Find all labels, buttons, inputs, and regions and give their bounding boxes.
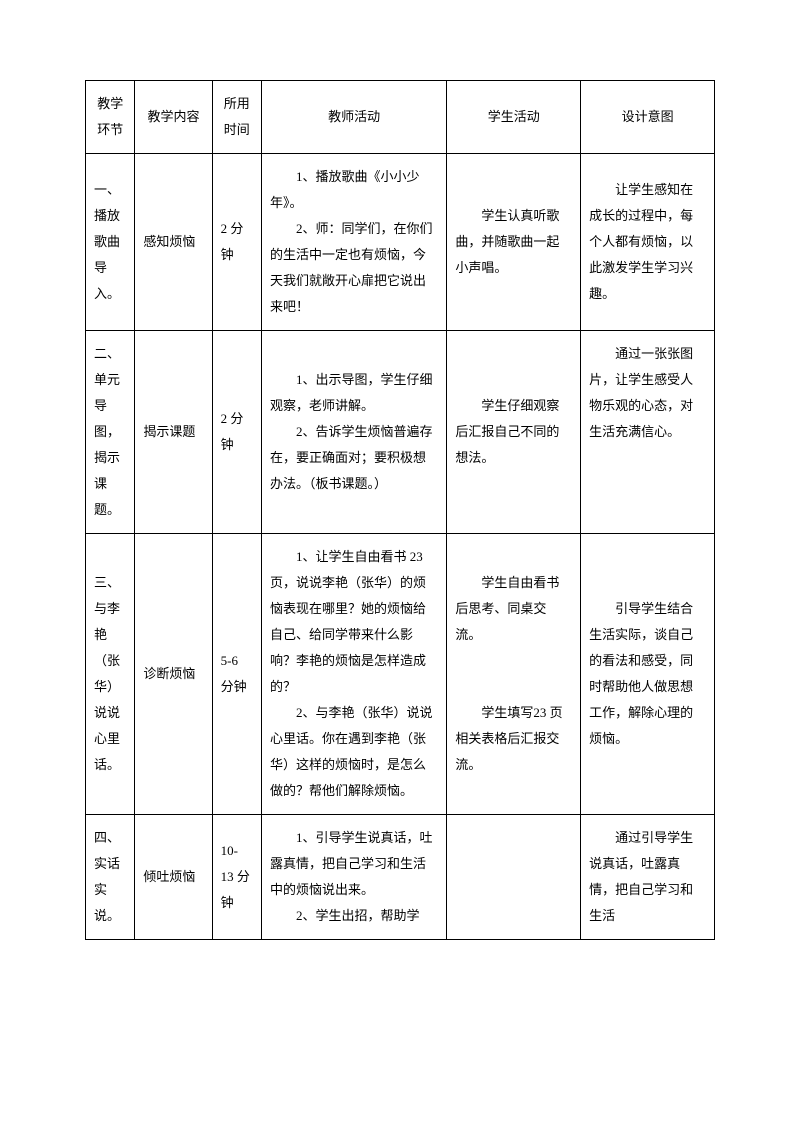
cell-stage: 二、 单元 导图， 揭示 课题。 bbox=[86, 331, 135, 534]
cell-stage: 四、 实话 实说。 bbox=[86, 815, 135, 940]
table-header-row: 教学 环节 教学内容 所用 时间 教师活动 学生活动 设计意图 bbox=[86, 81, 715, 154]
cell-content: 诊断烦恼 bbox=[135, 534, 212, 815]
cell-time: 10- 13 分 钟 bbox=[212, 815, 261, 940]
lesson-plan-table: 教学 环节 教学内容 所用 时间 教师活动 学生活动 设计意图 一、 播放 歌曲… bbox=[85, 80, 715, 940]
cell-content: 揭示课题 bbox=[135, 331, 212, 534]
table-row: 三、 与李 艳 （张 华） 说说 心里 话。 诊断烦恼 5-6 分钟 1、让学生… bbox=[86, 534, 715, 815]
cell-time: 5-6 分钟 bbox=[212, 534, 261, 815]
cell-content: 倾吐烦恼 bbox=[135, 815, 212, 940]
cell-teacher: 1、出示导图，学生仔细观察，老师讲解。 2、告诉学生烦恼普遍存在，要正确面对；要… bbox=[262, 331, 447, 534]
cell-purpose: 通过引导学生说真话，吐露真情，把自己学习和生活 bbox=[581, 815, 715, 940]
cell-student bbox=[447, 815, 581, 940]
header-student: 学生活动 bbox=[447, 81, 581, 154]
cell-teacher: 1、让学生自由看书 23页，说说李艳（张华）的烦恼表现在哪里？她的烦恼给自己、给… bbox=[262, 534, 447, 815]
cell-teacher: 1、播放歌曲《小小少年》。 2、师：同学们，在你们的生活中一定也有烦恼，今天我们… bbox=[262, 154, 447, 331]
cell-purpose: 引导学生结合生活实际，谈自己的看法和感受，同时帮助他人做思想工作，解除心理的烦恼… bbox=[581, 534, 715, 815]
header-time: 所用 时间 bbox=[212, 81, 261, 154]
table-row: 二、 单元 导图， 揭示 课题。 揭示课题 2 分 钟 1、出示导图，学生仔细观… bbox=[86, 331, 715, 534]
cell-stage: 一、 播放 歌曲 导入。 bbox=[86, 154, 135, 331]
cell-student: 学生仔细观察后汇报自己不同的想法。 bbox=[447, 331, 581, 534]
header-stage: 教学 环节 bbox=[86, 81, 135, 154]
cell-stage: 三、 与李 艳 （张 华） 说说 心里 话。 bbox=[86, 534, 135, 815]
cell-student: 学生自由看书后思考、同桌交流。 学生填写23 页相关表格后汇报交流。 bbox=[447, 534, 581, 815]
table-row: 一、 播放 歌曲 导入。 感知烦恼 2 分 钟 1、播放歌曲《小小少年》。 2、… bbox=[86, 154, 715, 331]
header-content: 教学内容 bbox=[135, 81, 212, 154]
header-teacher: 教师活动 bbox=[262, 81, 447, 154]
header-purpose: 设计意图 bbox=[581, 81, 715, 154]
cell-time: 2 分 钟 bbox=[212, 331, 261, 534]
cell-purpose: 让学生感知在成长的过程中，每个人都有烦恼，以此激发学生学习兴趣。 bbox=[581, 154, 715, 331]
cell-teacher: 1、引导学生说真话，吐露真情，把自己学习和生活中的烦恼说出来。 2、学生出招，帮… bbox=[262, 815, 447, 940]
cell-time: 2 分 钟 bbox=[212, 154, 261, 331]
cell-purpose: 通过一张张图片，让学生感受人物乐观的心态，对生活充满信心。 bbox=[581, 331, 715, 534]
table-row: 四、 实话 实说。 倾吐烦恼 10- 13 分 钟 1、引导学生说真话，吐露真情… bbox=[86, 815, 715, 940]
cell-content: 感知烦恼 bbox=[135, 154, 212, 331]
cell-student: 学生认真听歌曲，并随歌曲一起小声唱。 bbox=[447, 154, 581, 331]
